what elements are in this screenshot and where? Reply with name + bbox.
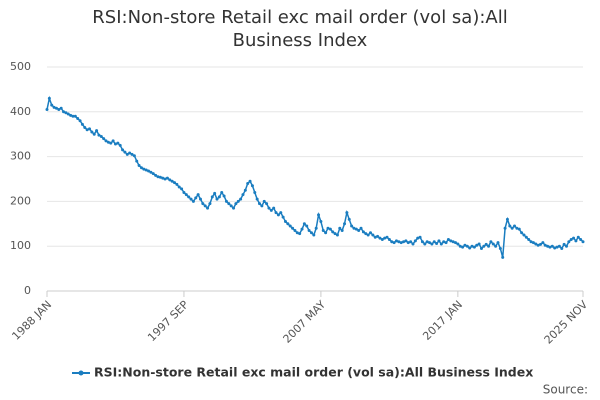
data-line <box>45 95 585 259</box>
y-tick-label: 500 <box>10 60 31 73</box>
y-tick-label: 300 <box>10 150 31 163</box>
x-tick-label: 2025 NOV <box>542 298 591 347</box>
source-label: Source: <box>543 383 588 397</box>
x-tick-label: 1997 SEP <box>145 298 191 344</box>
y-tick-label: 400 <box>10 105 31 118</box>
legend-marker <box>78 370 84 376</box>
y-tick-label: 100 <box>10 239 31 252</box>
x-tick-label: 1988 JAN <box>9 298 54 343</box>
x-tick-label: 2017 JAN <box>420 298 465 343</box>
y-tick-label: 200 <box>10 194 31 207</box>
chart-title: RSI:Non-store Retail exc mail order (vol… <box>92 7 508 51</box>
x-tick-label: 2007 MAY <box>281 298 329 346</box>
y-tick-label: 0 <box>24 284 31 297</box>
legend-label: RSI:Non-store Retail exc mail order (vol… <box>94 365 533 380</box>
